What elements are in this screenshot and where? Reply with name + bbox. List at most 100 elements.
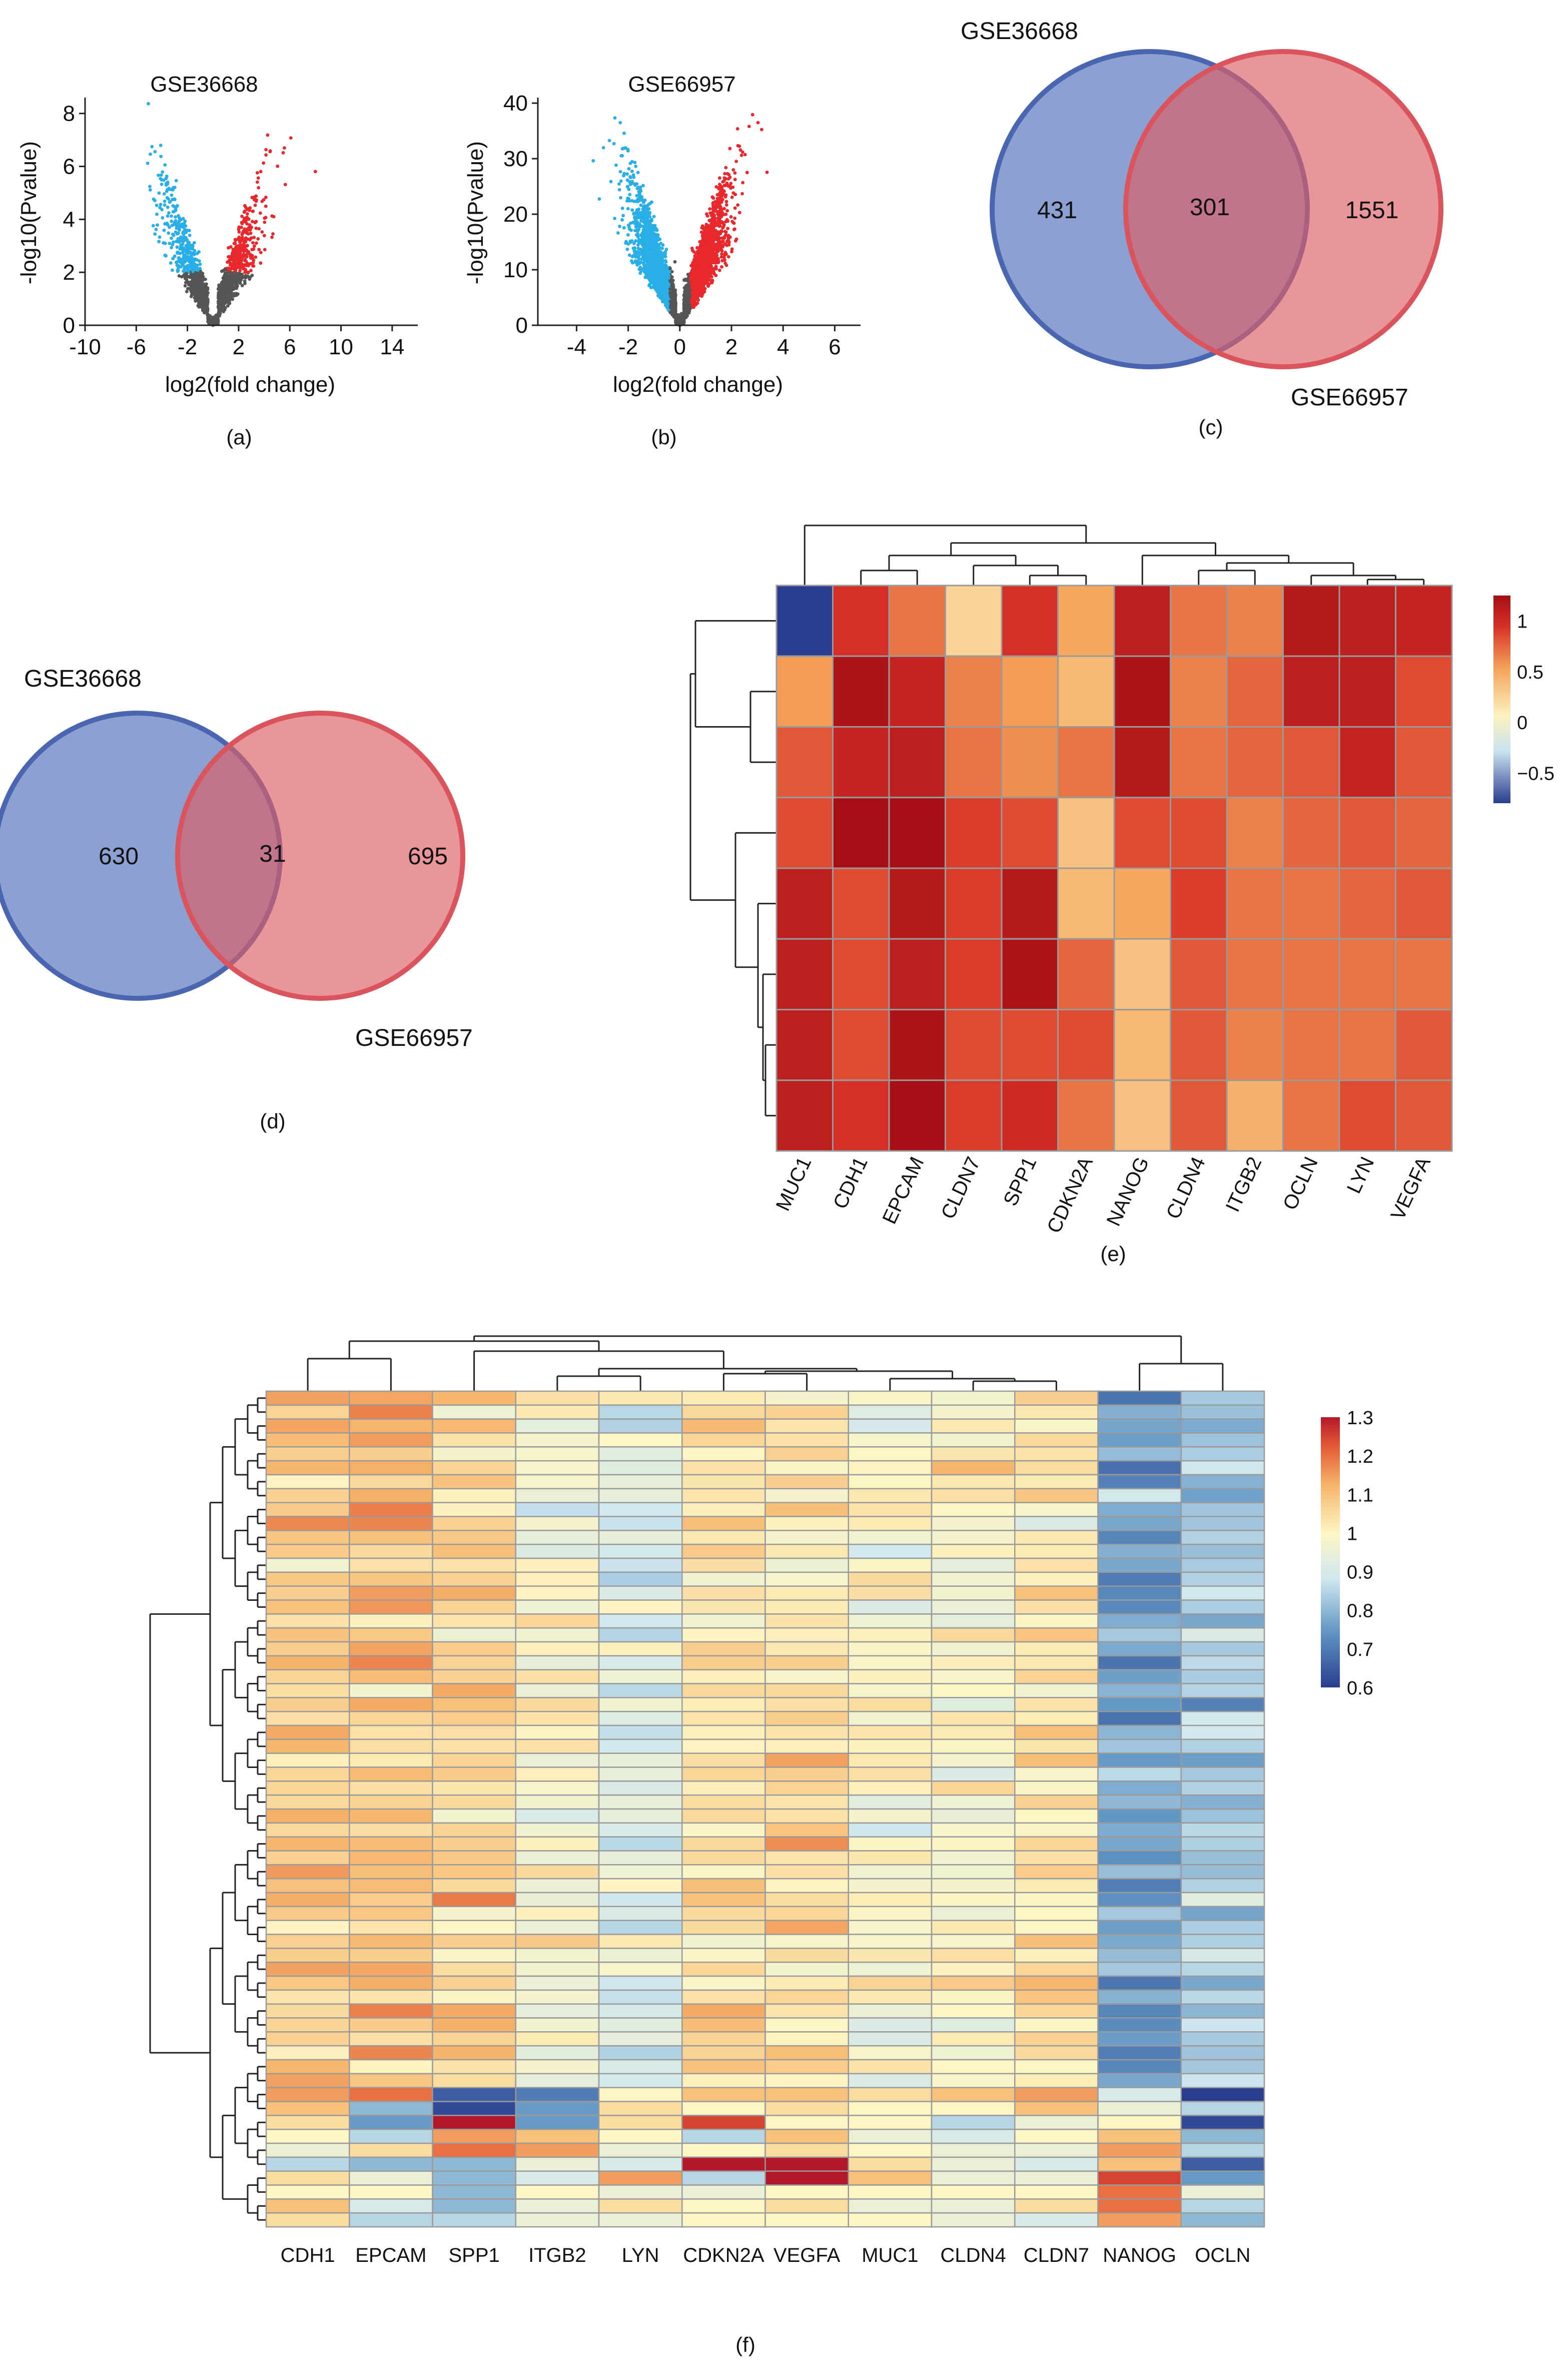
data-point <box>189 286 193 290</box>
data-point <box>745 171 749 175</box>
data-point <box>163 163 167 167</box>
chart-title: GSE66957 <box>628 72 735 97</box>
data-point <box>205 282 208 286</box>
data-point <box>733 193 737 197</box>
data-point <box>618 170 622 174</box>
data-point <box>711 201 715 205</box>
data-point <box>187 229 191 233</box>
data-point <box>221 289 224 293</box>
data-point <box>242 242 246 246</box>
data-point <box>178 247 182 251</box>
data-point <box>247 226 251 230</box>
data-point <box>186 280 190 284</box>
data-point <box>194 283 198 287</box>
data-point <box>181 251 185 255</box>
data-point <box>200 301 204 304</box>
data-point <box>171 198 174 202</box>
data-point <box>229 285 233 289</box>
data-point <box>613 217 616 220</box>
data-point <box>723 251 727 254</box>
data-point <box>732 228 736 232</box>
data-point <box>626 185 630 188</box>
data-point <box>241 267 245 271</box>
data-point <box>165 196 169 200</box>
data-point <box>185 272 189 276</box>
data-point <box>232 255 236 259</box>
data-point <box>283 183 287 187</box>
data-point <box>734 160 738 163</box>
data-point <box>195 268 198 272</box>
data-point <box>146 161 150 165</box>
data-point <box>733 239 737 243</box>
data-point <box>176 237 180 241</box>
data-point <box>627 188 631 191</box>
data-point <box>180 275 184 279</box>
data-point <box>162 228 166 232</box>
data-point <box>192 288 196 292</box>
data-point <box>194 299 198 303</box>
data-point <box>729 186 732 190</box>
data-point <box>171 268 174 272</box>
data-point <box>170 219 174 223</box>
data-point <box>164 254 168 258</box>
data-point <box>228 261 232 265</box>
data-point <box>201 308 205 312</box>
data-point <box>621 214 625 218</box>
data-point <box>174 261 178 264</box>
data-point <box>222 269 225 272</box>
data-point <box>747 125 751 128</box>
data-point <box>239 278 243 282</box>
data-point <box>617 182 621 186</box>
data-point <box>163 199 167 203</box>
data-point <box>253 203 257 207</box>
data-point <box>224 280 228 284</box>
data-point <box>743 153 747 157</box>
data-point <box>235 276 239 280</box>
data-point <box>184 254 187 257</box>
data-point <box>243 270 247 274</box>
data-point <box>237 226 241 230</box>
data-point <box>256 237 260 241</box>
x-tick-label: -10 <box>69 335 101 359</box>
data-point <box>233 238 237 242</box>
data-point <box>199 293 203 297</box>
data-point <box>262 198 266 202</box>
data-point <box>237 230 241 234</box>
data-point <box>181 217 185 221</box>
data-point <box>699 230 703 234</box>
data-point <box>154 228 158 231</box>
data-point <box>230 295 233 299</box>
x-tick-label: -2 <box>178 335 197 359</box>
data-point <box>199 270 203 273</box>
data-point <box>720 265 723 269</box>
data-point <box>635 194 639 198</box>
data-point <box>221 295 225 299</box>
data-point <box>724 203 728 207</box>
data-point <box>227 259 231 262</box>
data-point <box>248 254 252 258</box>
data-point <box>226 304 230 308</box>
data-point <box>189 295 193 298</box>
data-point <box>250 274 254 277</box>
data-point <box>760 128 763 132</box>
data-point <box>720 252 723 256</box>
data-point <box>220 305 224 309</box>
data-point <box>156 223 159 227</box>
data-point <box>191 269 195 273</box>
data-point <box>184 224 188 228</box>
data-point <box>242 239 246 243</box>
data-point <box>238 269 242 273</box>
data-point <box>215 318 219 322</box>
data-point <box>257 186 261 190</box>
data-point <box>170 214 173 218</box>
x-tick-label: 14 <box>380 335 404 359</box>
data-point <box>270 235 274 239</box>
data-point <box>148 185 152 188</box>
data-point <box>193 257 197 261</box>
y-tick-label: 0 <box>63 313 75 338</box>
data-point <box>160 178 164 182</box>
data-point <box>237 265 241 269</box>
data-point <box>252 247 256 251</box>
data-point <box>652 215 656 218</box>
data-point <box>157 191 161 195</box>
